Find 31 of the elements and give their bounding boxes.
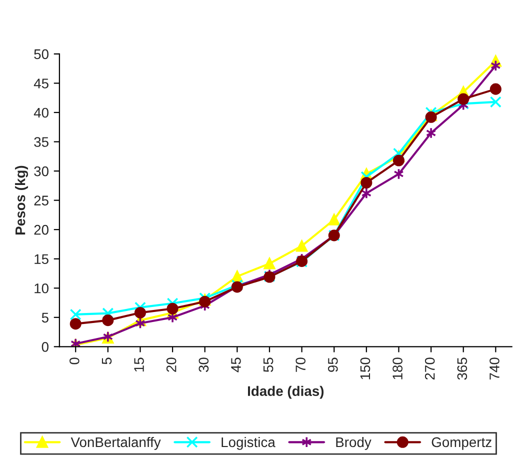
x-tick-label: 270 — [424, 358, 435, 380]
legend-label: Gompertz — [432, 437, 492, 450]
x-tick-label: 45 — [231, 358, 241, 372]
x-tick-label: 95 — [328, 358, 338, 372]
x-tick-label: 30 — [198, 358, 209, 372]
legend-label: VonBertalanffy — [70, 436, 161, 450]
x-tick-label: 365 — [457, 358, 468, 380]
x-tick-label: 15 — [134, 358, 144, 372]
x-tick-label: 55 — [264, 358, 274, 372]
x-tick-label: 740 — [490, 358, 500, 380]
y-tick-label: 35 — [34, 137, 48, 147]
x-tick-label: 5 — [102, 358, 112, 364]
x-tick-label: 0 — [70, 358, 80, 364]
y-tick-label: 15 — [34, 254, 48, 264]
y-tick-label: 25 — [34, 196, 48, 206]
x-tick-label: 150 — [360, 358, 370, 380]
y-tick-label: 45 — [34, 78, 48, 88]
y-tick-label: 0 — [42, 342, 48, 352]
y-tick-label: 5 — [42, 312, 48, 323]
x-tick-label: 180 — [392, 358, 402, 380]
y-tick-label: 20 — [34, 224, 48, 235]
x-tick-label: 70 — [296, 358, 306, 372]
y-tick-label: 40 — [34, 108, 48, 118]
y-tick-label: 50 — [34, 49, 48, 60]
legend-label: Brody — [336, 436, 372, 450]
y-tick-label: 10 — [34, 283, 48, 294]
x-tick-label: 20 — [166, 358, 176, 372]
x-axis-title: Idade (dias) — [248, 386, 324, 399]
y-axis-title: Pesos (kg) — [15, 166, 28, 234]
legend-label: Logistica — [222, 436, 276, 450]
y-tick-label: 30 — [34, 166, 48, 176]
